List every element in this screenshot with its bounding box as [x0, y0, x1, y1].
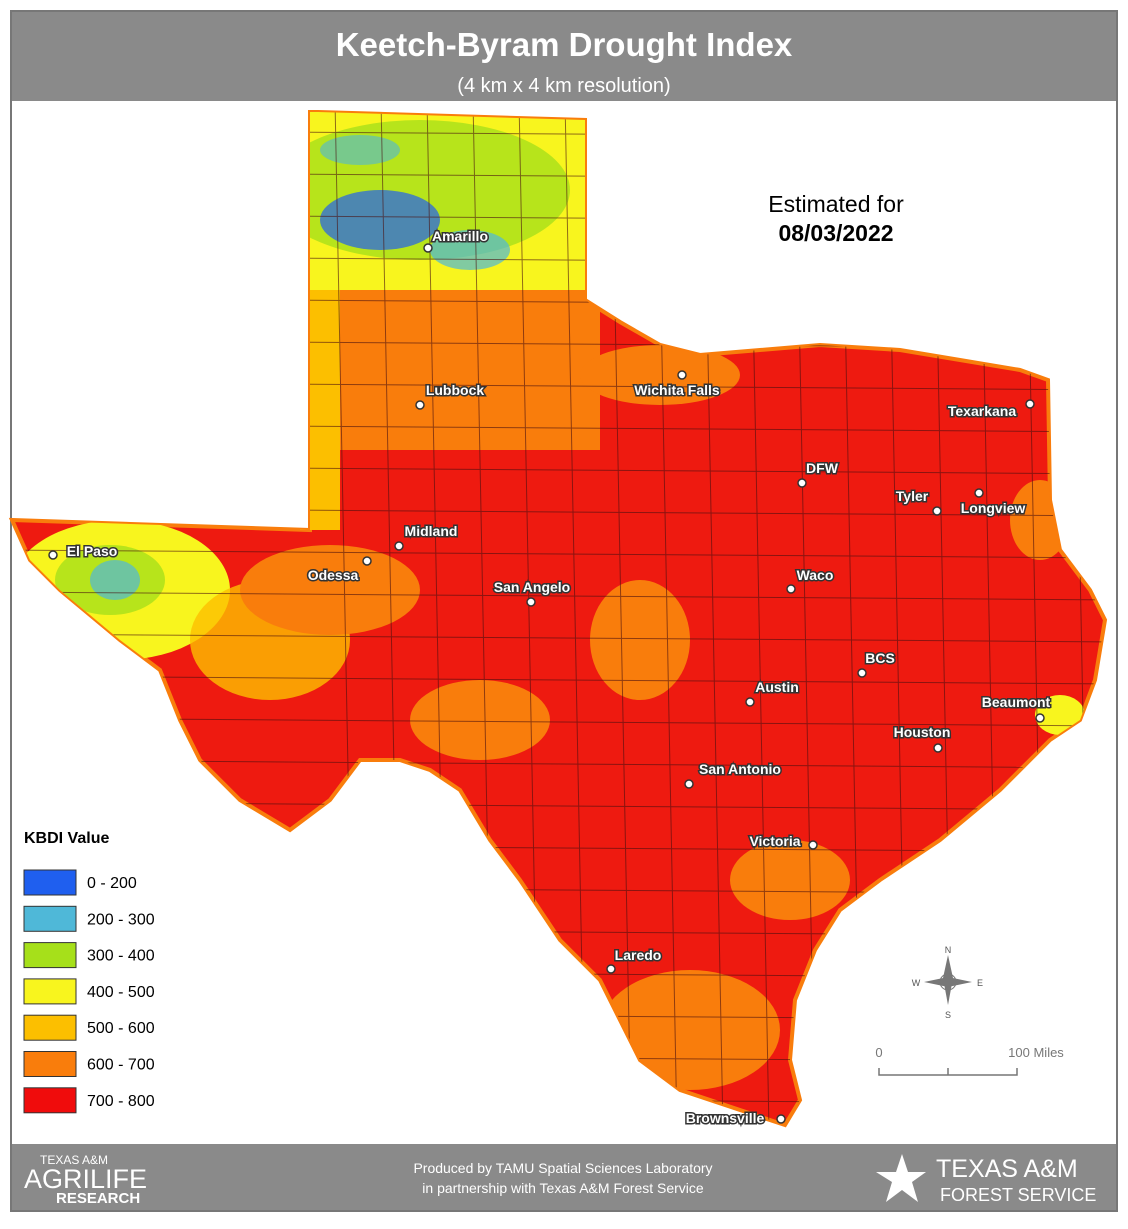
legend-title: KBDI Value: [24, 830, 109, 847]
legend-label: 500 - 600: [87, 1020, 155, 1037]
legend-label: 200 - 300: [87, 911, 155, 928]
city-marker: [933, 743, 943, 753]
legend-label: 0 - 200: [87, 875, 137, 892]
county-line: [12, 717, 1105, 727]
city-label: Lubbock: [426, 382, 485, 398]
city-label: Longview: [961, 500, 1026, 516]
legend-label: 600 - 700: [87, 1057, 155, 1074]
legend-swatch: [23, 869, 77, 896]
logo-line: TEXAS A&M: [40, 1153, 108, 1167]
footer-credit-1: Produced by TAMU Spatial Sciences Labora…: [413, 1160, 712, 1176]
city-label: Laredo: [615, 947, 662, 963]
city-label: Wichita Falls: [634, 382, 720, 398]
subtitle: (4 km x 4 km resolution): [457, 75, 670, 97]
legend-label: 700 - 800: [87, 1093, 155, 1110]
city-marker: [1035, 713, 1045, 723]
city-label: San Antonio: [699, 761, 781, 777]
estimate-date: 08/03/2022: [778, 220, 893, 246]
compass-e: E: [977, 978, 983, 988]
forest-service-logo: TEXAS A&M FOREST SERVICE: [876, 1154, 1096, 1205]
city-label: Amarillo: [432, 228, 488, 244]
legend: 0 - 200 200 - 300 300 - 400 400 - 500 500 - …: [23, 869, 155, 1114]
compass-n: N: [945, 945, 952, 955]
scale-bar: 0 100 Miles: [875, 1045, 1064, 1076]
city-label: BCS: [865, 650, 895, 666]
city-labels: Amarillo Lubbock Wichita Falls Texarkana DFW…: [48, 227, 1052, 1128]
legend-swatch: [23, 978, 77, 1005]
city-label: San Angelo: [494, 579, 571, 595]
city-label: Victoria: [749, 833, 800, 849]
city-marker: [606, 964, 616, 974]
footer-bar: [12, 1144, 1116, 1210]
city-label: Midland: [405, 523, 458, 539]
county-line: [12, 549, 1105, 559]
logo-line: RESEARCH: [56, 1190, 140, 1207]
agrilife-logo: TEXAS A&M AGRILIFE RESEARCH: [24, 1153, 147, 1207]
city-marker: [526, 597, 536, 607]
logo-line: AGRILIFE: [24, 1164, 147, 1194]
county-line: [564, 112, 586, 1125]
city-marker: [684, 779, 694, 789]
legend-label: 400 - 500: [87, 984, 155, 1001]
city-label: Beaumont: [982, 694, 1051, 710]
city-label: El Paso: [67, 543, 118, 559]
city-label: Brownsville: [686, 1110, 765, 1126]
title: Keetch-Byram Drought Index: [336, 26, 793, 63]
city-marker: [808, 840, 818, 850]
city-label: Waco: [797, 567, 834, 583]
city-marker: [974, 488, 984, 498]
city-marker: [677, 370, 687, 380]
legend-swatch: [23, 1087, 77, 1114]
legend-swatch: [23, 1051, 77, 1077]
city-marker: [1025, 399, 1035, 409]
legend-label: 300 - 400: [87, 948, 155, 965]
city-marker: [857, 668, 867, 678]
county-line: [12, 633, 1105, 643]
footer-credit-2: in partnership with Texas A&M Forest Ser…: [422, 1180, 704, 1196]
city-label: Tyler: [896, 488, 929, 504]
scale-start: 0: [875, 1045, 882, 1060]
header-bar: [12, 12, 1116, 101]
estimate-label: Estimated for: [768, 191, 904, 217]
logo-line: TEXAS A&M: [936, 1155, 1078, 1183]
compass-w: W: [912, 978, 921, 988]
city-marker: [797, 478, 807, 488]
city-marker: [362, 556, 372, 566]
legend-swatch: [23, 942, 77, 969]
city-marker: [932, 506, 942, 516]
legend-swatch: [23, 905, 77, 932]
city-label: Odessa: [308, 567, 359, 583]
city-marker: [745, 697, 755, 707]
city-marker: [423, 243, 433, 253]
compass-s: S: [945, 1010, 951, 1020]
city-marker: [48, 550, 58, 560]
city-label: Houston: [894, 724, 951, 740]
compass: N E S W: [912, 945, 983, 1020]
city-label: Austin: [755, 679, 799, 695]
city-label: DFW: [806, 460, 839, 476]
city-marker: [786, 584, 796, 594]
county-line: [12, 675, 1105, 685]
scale-end: 100 Miles: [1008, 1045, 1064, 1060]
city-marker: [776, 1114, 786, 1124]
legend-swatch: [23, 1014, 77, 1041]
logo-line: FOREST SERVICE: [940, 1185, 1096, 1205]
city-label: Texarkana: [948, 403, 1016, 419]
city-marker: [415, 400, 425, 410]
county-line: [12, 591, 1105, 601]
city-marker: [394, 541, 404, 551]
